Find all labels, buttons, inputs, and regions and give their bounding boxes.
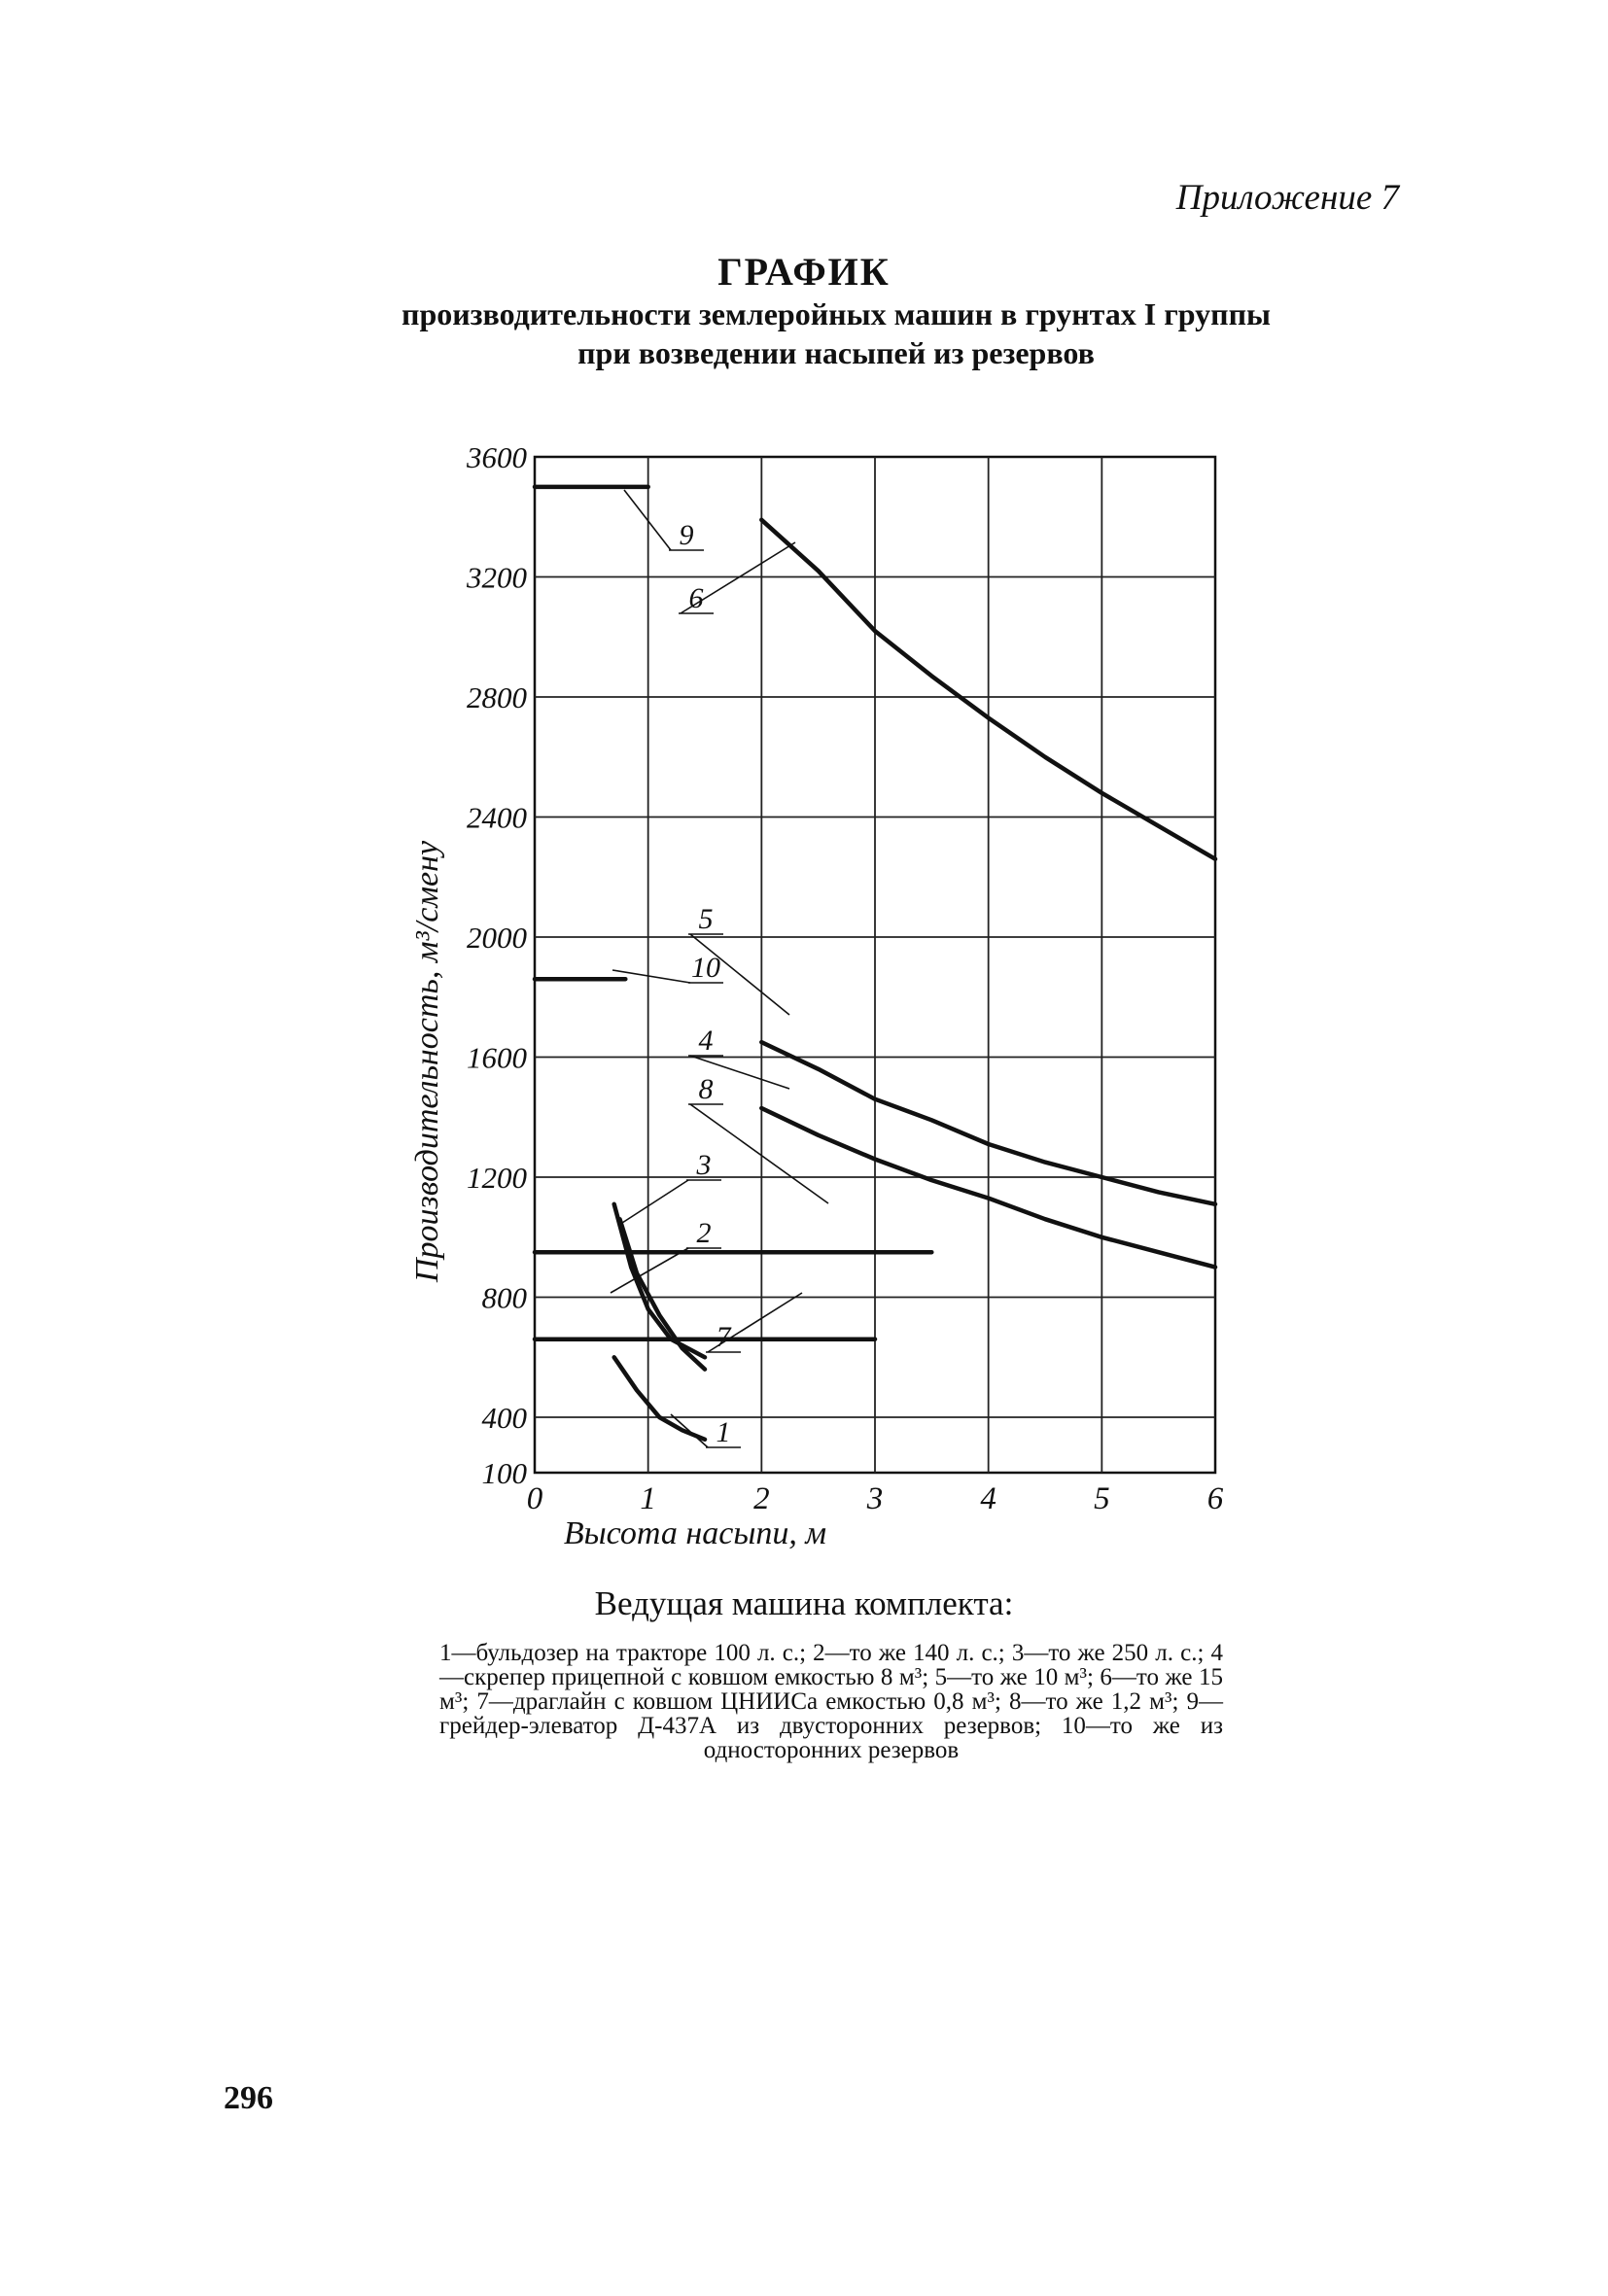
leader-line-1 (670, 1413, 709, 1448)
legend-title: Ведущая машина комплекта: (594, 1584, 1014, 1622)
x-tick-label: 5 (1094, 1481, 1110, 1516)
leader-line-4 (689, 1055, 790, 1090)
series-label-2: 2 (697, 1217, 712, 1249)
chart-subtitle: производительности землеройных машин в г… (292, 295, 1381, 372)
y-tick-label: 2800 (467, 680, 528, 714)
x-tick-label: 4 (980, 1481, 996, 1516)
series-label-5: 5 (699, 903, 714, 935)
x-tick-label: 3 (866, 1481, 884, 1516)
leader-line-7 (707, 1292, 803, 1353)
grid (533, 455, 1217, 1475)
subtitle-line-2: при возведении насыпей из резервов (577, 335, 1095, 370)
leader-line-6 (680, 541, 796, 614)
series-leader-lines (610, 489, 829, 1448)
series-label-10: 10 (691, 952, 720, 984)
x-tick-label: 6 (1207, 1481, 1224, 1516)
series-line-6 (759, 517, 1218, 861)
series-line-2 (617, 1216, 708, 1372)
leader-line-8 (689, 1103, 829, 1204)
x-tick-label: 0 (527, 1481, 543, 1516)
appendix-label: Приложение 7 (1175, 178, 1399, 218)
y-tick-label: 400 (482, 1401, 528, 1435)
y-tick-label: 2000 (467, 921, 528, 955)
legend-text: 1—бульдозер на тракторе 100 л. с.; 2—то … (439, 1640, 1223, 1763)
y-tick-label: 3600 (466, 440, 528, 474)
y-tick-label: 100 (482, 1456, 528, 1490)
y-tick-label: 2400 (467, 801, 528, 835)
series-label-8: 8 (699, 1073, 714, 1105)
y-tick-label: 800 (482, 1281, 528, 1315)
x-axis-label: Высота насыпи, м (564, 1515, 826, 1551)
x-tick-label: 1 (640, 1481, 656, 1516)
page-number: 296 (224, 2080, 273, 2116)
series-line-4 (759, 1105, 1218, 1270)
leader-line-5 (689, 933, 790, 1016)
series-line-3 (612, 1201, 708, 1360)
series-labels: 1 2 3 4 5 6 7 8 9 10 (680, 519, 733, 1448)
tick-labels: 0 1 2 3 4 5 6 3600 3200 2800 2400 2000 1600 1200 800 40… (466, 440, 1224, 1516)
leader-line-10 (612, 969, 691, 984)
series-label-1: 1 (717, 1416, 731, 1448)
x-tick-label: 2 (753, 1481, 770, 1516)
productivity-chart: 1 2 3 4 5 6 7 8 9 10 0 1 2 3 4 5 6 3600 3200 2800 2400 2000 1… (409, 440, 1224, 1551)
series-line-5 (759, 1039, 1218, 1207)
series-label-9: 9 (680, 519, 694, 551)
series-label-3: 3 (696, 1149, 712, 1181)
series-label-7: 7 (717, 1321, 733, 1353)
series-line-1 (612, 1355, 708, 1443)
leader-line-3 (621, 1179, 689, 1224)
leader-line-2 (610, 1247, 689, 1294)
y-tick-label: 1200 (467, 1161, 528, 1195)
y-tick-label: 1600 (467, 1041, 528, 1075)
y-tick-label: 3200 (466, 561, 528, 595)
series-label-6: 6 (689, 582, 704, 614)
subtitle-line-1: производительности землеройных машин в г… (402, 296, 1271, 331)
chart-title: ГРАФИК (717, 250, 891, 294)
series-label-4: 4 (699, 1025, 714, 1057)
series-lines (532, 484, 1218, 1443)
y-axis-label: Производительность, м³/смену (409, 840, 445, 1283)
leader-line-9 (623, 489, 672, 551)
